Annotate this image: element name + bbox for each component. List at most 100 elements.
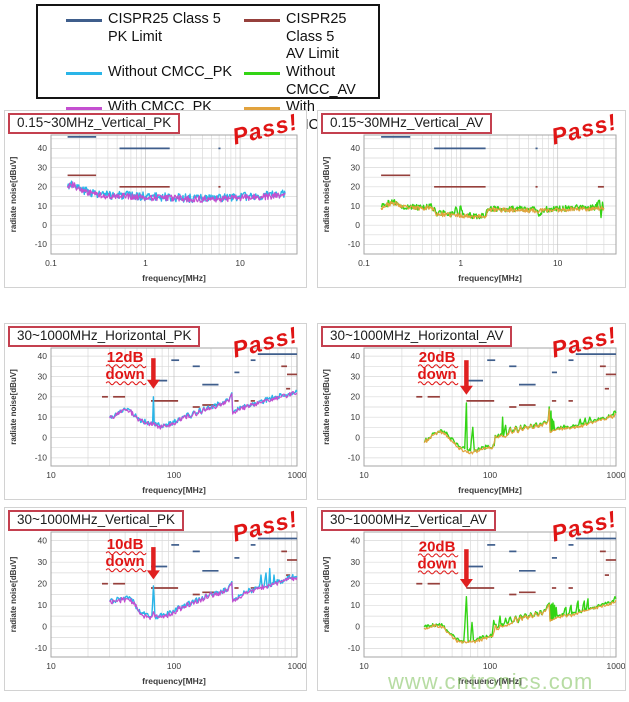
- svg-text:20dB: 20dB: [419, 538, 456, 555]
- with-cmcc-av-line-swatch: [244, 107, 280, 111]
- svg-text:30: 30: [351, 557, 361, 567]
- svg-text:frequency[MHz]: frequency[MHz]: [142, 273, 206, 283]
- svg-text:frequency[MHz]: frequency[MHz]: [458, 485, 522, 495]
- legend-item-without-cmcc-pk: Without CMCC_PK: [66, 64, 244, 99]
- chart-title: 0.15~30MHz_Vertical_AV: [321, 113, 493, 134]
- svg-text:frequency[MHz]: frequency[MHz]: [142, 485, 206, 495]
- svg-text:10: 10: [351, 201, 361, 211]
- svg-text:radiate noise[dBuV]: radiate noise[dBuV]: [9, 556, 18, 632]
- svg-text:10: 10: [38, 201, 48, 211]
- svg-text:-10: -10: [348, 453, 361, 463]
- svg-text:10: 10: [553, 258, 563, 268]
- svg-text:1000: 1000: [288, 470, 306, 480]
- svg-text:radiate noise[dBuV]: radiate noise[dBuV]: [322, 156, 331, 232]
- chart-plot: 40 30 20 10 0 -10 0.1 1 10 frequency[MHz] radiate …: [322, 134, 617, 283]
- av-limit-line-swatch: [244, 19, 280, 22]
- svg-text:40: 40: [38, 535, 48, 545]
- legend-item-av-limit: CISPR25 Class 5 AV Limit: [244, 11, 376, 64]
- svg-text:-10: -10: [348, 239, 361, 249]
- chart-title: 30~1000MHz_Horizontal_AV: [321, 326, 513, 347]
- chart-plot: 40 30 20 10 0 -10 0.1 1 10 frequency[MHz] radiate …: [9, 134, 298, 283]
- svg-text:-10: -10: [35, 453, 48, 463]
- chart-title: 30~1000MHz_Horizontal_PK: [8, 326, 201, 347]
- svg-text:40: 40: [351, 351, 361, 361]
- svg-text:down: down: [106, 553, 145, 570]
- svg-text:30: 30: [351, 371, 361, 381]
- svg-text:0: 0: [42, 432, 47, 442]
- svg-text:0: 0: [355, 622, 360, 632]
- svg-text:frequency[MHz]: frequency[MHz]: [458, 676, 522, 686]
- svg-text:down: down: [418, 555, 457, 572]
- svg-text:100: 100: [483, 661, 497, 671]
- svg-text:40: 40: [351, 535, 361, 545]
- svg-text:radiate noise[dBuV]: radiate noise[dBuV]: [322, 556, 331, 632]
- chart-title: 0.15~30MHz_Vertical_PK: [8, 113, 181, 134]
- svg-text:frequency[MHz]: frequency[MHz]: [142, 676, 206, 686]
- svg-text:10: 10: [38, 600, 48, 610]
- svg-text:radiate noise[dBuV]: radiate noise[dBuV]: [322, 369, 331, 445]
- chart-panel-radiated-horizontal-pk: 40 30 20 10 0 -10 10 100 1000 frequency[MHz] radia…: [4, 321, 307, 500]
- svg-text:radiate noise[dBuV]: radiate noise[dBuV]: [9, 369, 18, 445]
- legend-item-without-cmcc-av: Without CMCC_AV: [244, 64, 376, 99]
- chart-panel-conducted-vertical-pk: 40 30 20 10 0 -10 0.1 1 10 frequency[MHz] radiate …: [4, 108, 307, 288]
- svg-text:10: 10: [359, 661, 369, 671]
- svg-text:30: 30: [351, 162, 361, 172]
- svg-text:1: 1: [458, 258, 463, 268]
- svg-text:10: 10: [235, 258, 245, 268]
- svg-text:30: 30: [38, 557, 48, 567]
- svg-text:-10: -10: [35, 643, 48, 653]
- svg-text:10: 10: [38, 412, 48, 422]
- pk-limit-line-swatch: [66, 19, 102, 22]
- svg-text:down: down: [418, 366, 457, 383]
- svg-text:30: 30: [38, 162, 48, 172]
- svg-text:40: 40: [38, 351, 48, 361]
- svg-text:100: 100: [167, 470, 181, 480]
- svg-text:20: 20: [351, 392, 361, 402]
- svg-text:20: 20: [351, 182, 361, 192]
- svg-text:40: 40: [38, 143, 48, 153]
- without-cmcc-pk-line-swatch: [66, 72, 102, 76]
- legend-box: CISPR25 Class 5 PK Limit CISPR25 Class 5…: [36, 4, 380, 133]
- svg-text:20: 20: [351, 579, 361, 589]
- svg-text:100: 100: [167, 661, 181, 671]
- without-cmcc-av-line-swatch: [244, 72, 280, 76]
- svg-text:10: 10: [351, 412, 361, 422]
- svg-text:1000: 1000: [288, 661, 306, 671]
- svg-text:1000: 1000: [607, 661, 625, 671]
- svg-text:0.1: 0.1: [45, 258, 57, 268]
- svg-text:100: 100: [483, 470, 497, 480]
- svg-text:-10: -10: [35, 239, 48, 249]
- svg-text:1000: 1000: [607, 470, 625, 480]
- svg-text:radiate noise[dBuV]: radiate noise[dBuV]: [9, 156, 18, 232]
- svg-text:0.1: 0.1: [358, 258, 370, 268]
- svg-text:down: down: [106, 366, 145, 383]
- svg-text:0: 0: [42, 220, 47, 230]
- legend-label: Without CMCC_AV: [286, 64, 356, 98]
- svg-text:10: 10: [46, 470, 56, 480]
- svg-text:30: 30: [38, 371, 48, 381]
- chart-panel-radiated-horizontal-av: 40 30 20 10 0 -10 10 100 1000 frequency[MHz] radia…: [317, 321, 626, 500]
- legend-label: Without CMCC_PK: [108, 64, 233, 81]
- svg-text:20: 20: [38, 182, 48, 192]
- legend-label: CISPR25 Class 5 AV Limit: [286, 11, 347, 63]
- svg-text:40: 40: [351, 143, 361, 153]
- svg-text:0: 0: [355, 220, 360, 230]
- svg-text:20dB: 20dB: [419, 349, 456, 366]
- chart-title: 30~1000MHz_Vertical_AV: [321, 510, 496, 531]
- svg-text:0: 0: [42, 622, 47, 632]
- with-cmcc-pk-line-swatch: [66, 107, 102, 111]
- chart-title: 30~1000MHz_Vertical_PK: [8, 510, 184, 531]
- chart-panel-conducted-vertical-av: 40 30 20 10 0 -10 0.1 1 10 frequency[MHz] radiate …: [317, 108, 626, 288]
- svg-text:10: 10: [351, 600, 361, 610]
- legend-label: CISPR25 Class 5 PK Limit: [108, 11, 221, 45]
- svg-text:20: 20: [38, 579, 48, 589]
- svg-text:20: 20: [38, 392, 48, 402]
- svg-text:10: 10: [359, 470, 369, 480]
- svg-text:10dB: 10dB: [107, 536, 144, 553]
- svg-text:1: 1: [143, 258, 148, 268]
- svg-text:10: 10: [46, 661, 56, 671]
